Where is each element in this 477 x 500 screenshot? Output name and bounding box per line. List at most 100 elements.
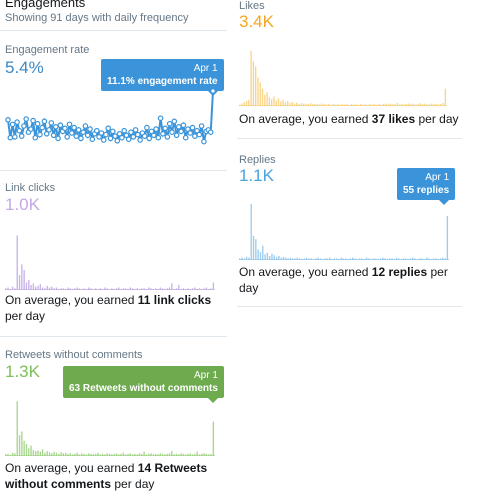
chart-bar [399,104,401,106]
chart-bar [161,288,164,290]
chart-bar [67,287,69,290]
chart-bar [273,255,275,260]
chart-bar [259,82,261,106]
chart-bar [157,454,159,456]
chart-bar [428,104,431,106]
chart-bar [282,256,285,260]
chart-bar [389,258,391,260]
chart-bar [348,104,351,106]
chart-bar [203,288,205,290]
data-point [41,118,48,125]
data-point [84,132,91,139]
chart-bar [291,102,293,106]
chart-bar [11,286,14,290]
chart-bar [23,440,25,456]
data-point [157,115,164,122]
data-point [52,123,59,130]
chart-bar [264,94,266,106]
retweets-chart[interactable] [5,396,215,456]
chart-bar [414,258,416,260]
summary-prefix: On average, you earned [239,265,372,279]
chart-bar [326,258,329,260]
link-clicks-chart[interactable] [5,228,215,290]
chart-bar [328,103,330,106]
chart-bar [315,258,317,260]
summary-suffix: per day [415,112,459,126]
likes-chart[interactable] [239,44,447,106]
data-point [201,138,207,145]
chart-bar [127,289,129,290]
data-point [210,88,216,94]
chart-bar [212,421,215,456]
chart-bar [280,257,282,260]
chart-bar [155,453,157,456]
data-point [144,124,150,131]
chart-bar [46,451,48,456]
chart-bar [360,104,362,106]
chart-bar [48,452,51,456]
chart-bar [55,287,58,290]
data-point [105,125,112,132]
chart-bar [395,257,398,260]
chart-bar [364,104,367,106]
data-point [169,129,175,136]
chart-bar [11,452,14,456]
chart-bar [305,257,308,260]
chart-bar [271,253,273,260]
data-point [171,118,178,125]
data-point [160,130,166,137]
link-clicks-summary: On average, you earned 11 link clicks pe… [5,292,215,324]
chart-bar [88,453,90,456]
chart-bar [346,104,348,106]
data-point [89,136,96,143]
data-point [66,121,73,128]
data-point [21,123,27,129]
chart-bar [305,103,307,106]
chart-bar [5,454,7,456]
chart-bar [166,453,168,456]
chart-bar [182,453,185,456]
chart-bar [178,285,180,290]
chart-bar [356,259,359,260]
chart-bar [92,289,95,290]
chart-bar [46,285,48,290]
chart-bar [368,258,370,260]
chart-bar [131,454,134,456]
chart-bar [373,104,376,106]
chart-bar [310,258,312,260]
chart-bar [104,287,106,290]
data-point [48,120,55,126]
replies-chart[interactable] [239,200,449,260]
chart-bar [108,453,111,456]
chart-bar [120,289,122,290]
chart-bar [129,453,131,456]
summary-metric: 12 replies [371,265,428,279]
chart-bar [296,102,298,106]
chart-bar [428,258,430,260]
chart-bar [415,104,417,106]
data-point [178,128,184,135]
link-clicks-label: Link clicks [5,182,56,194]
chart-bar [416,259,419,260]
chart-bar [127,453,129,456]
chart-bar [287,101,289,106]
chart-bar [166,288,168,290]
chart-bar [92,454,95,456]
chart-bar [145,454,148,456]
chart-bar [143,288,145,290]
chart-bar [287,258,289,260]
chart-bar [410,104,412,106]
chart-bar [65,289,67,290]
chart-bar [340,257,342,260]
chart-bar [71,454,74,456]
data-point [207,129,214,136]
chart-bar [402,258,405,260]
chart-bar [400,259,402,260]
chart-bar [111,454,113,456]
chart-bar [424,103,426,106]
chart-bar [275,100,277,106]
chart-bar [347,259,349,260]
chart-bar [90,288,92,290]
chart-bar [317,257,319,260]
engagement-rate-chart[interactable] [5,84,216,154]
